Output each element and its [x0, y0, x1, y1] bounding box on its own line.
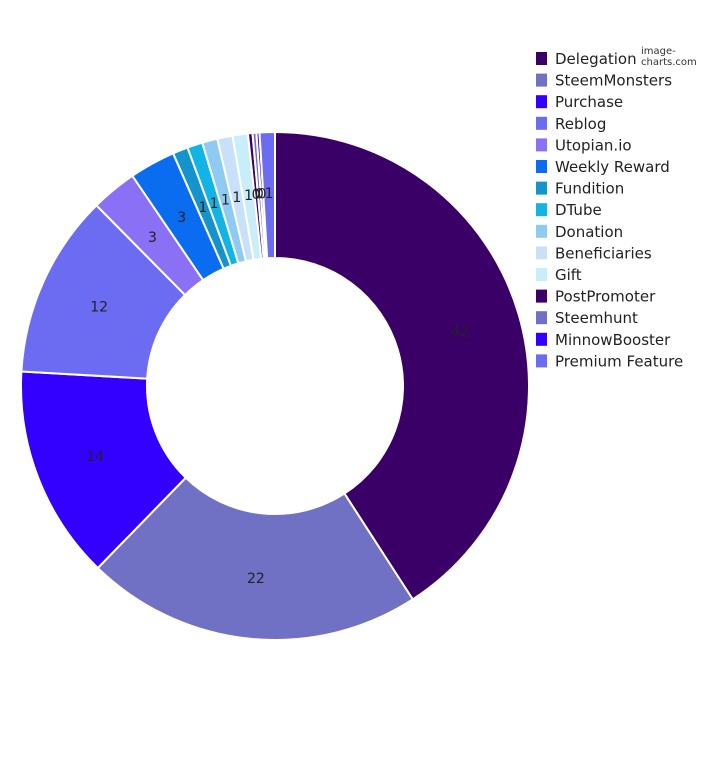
slice-label-postpromoter: 0: [252, 187, 261, 203]
legend-swatch-beneficiaries: [536, 246, 547, 260]
legend-swatch-steemhunt: [536, 311, 547, 325]
legend-label-purchase: Purchase: [555, 93, 623, 111]
legend-swatch-purchase: [536, 95, 547, 109]
slice-label-reblog: 12: [90, 300, 108, 316]
legend-swatch-utopian-io: [536, 138, 547, 152]
legend-label-reblog: Reblog: [555, 115, 606, 133]
slice-label-premium-feature: 1: [265, 186, 274, 202]
slice-steemmonsters: [96, 476, 415, 641]
legend-swatch-minnowbooster: [536, 332, 547, 346]
legend-label-weekly-reward: Weekly Reward: [555, 158, 670, 176]
slice-label-delegation: 42: [451, 324, 469, 340]
legend-swatch-gift: [536, 268, 547, 281]
legend-swatch-reblog: [536, 116, 547, 130]
legend-label-gift: Gift: [555, 266, 582, 284]
legend-label-dtube: DTube: [555, 201, 602, 219]
legend-label-steemmonsters: SteemMonsters: [555, 72, 672, 90]
legend-label-steemhunt: Steemhunt: [555, 309, 638, 327]
donut-slices: [20, 130, 530, 641]
slice-label-steemhunt: 0: [255, 187, 264, 203]
slice-reblog: [20, 203, 187, 380]
slice-delegation: [274, 130, 530, 601]
legend-label-delegation: Delegation: [555, 50, 637, 68]
slice-label-utopian-io: 3: [148, 230, 157, 246]
slice-label-gift: 1: [244, 188, 253, 204]
legend-swatch-steemmonsters: [536, 73, 547, 87]
legend-label-minnowbooster: MinnowBooster: [555, 331, 671, 349]
legend-swatch-postpromoter: [536, 289, 547, 303]
legend-swatch-donation: [536, 224, 547, 238]
watermark: image-charts.com: [641, 46, 697, 68]
legend-swatch-fundition: [536, 181, 547, 195]
slice-label-purchase: 14: [86, 449, 104, 465]
slice-label-donation: 1: [221, 192, 230, 208]
slice-label-dtube: 1: [210, 196, 219, 212]
slice-label-minnowbooster: 0: [258, 186, 267, 202]
legend-swatch-dtube: [536, 203, 547, 217]
legend-swatch-premium-feature: [536, 354, 547, 368]
legend-label-donation: Donation: [555, 223, 623, 241]
slice-label-fundition: 1: [199, 200, 208, 216]
legend: Delegation SteemMonsters Purchase Reblog Uto…: [536, 50, 683, 370]
legend-label-utopian-io: Utopian.io: [555, 136, 632, 154]
slice-label-weekly-reward: 3: [177, 210, 186, 226]
slice-purchase: [20, 370, 188, 570]
legend-label-premium-feature: Premium Feature: [555, 352, 683, 370]
slice-label-beneficiaries: 1: [232, 190, 241, 206]
legend-swatch-weekly-reward: [536, 160, 547, 173]
legend-label-postpromoter: PostPromoter: [555, 288, 656, 306]
slice-label-steemmonsters: 22: [247, 571, 265, 587]
legend-label-beneficiaries: Beneficiaries: [555, 244, 652, 262]
slice-premium-feature: [258, 130, 276, 260]
legend-swatch-delegation: [536, 52, 547, 65]
legend-label-fundition: Fundition: [555, 180, 624, 198]
